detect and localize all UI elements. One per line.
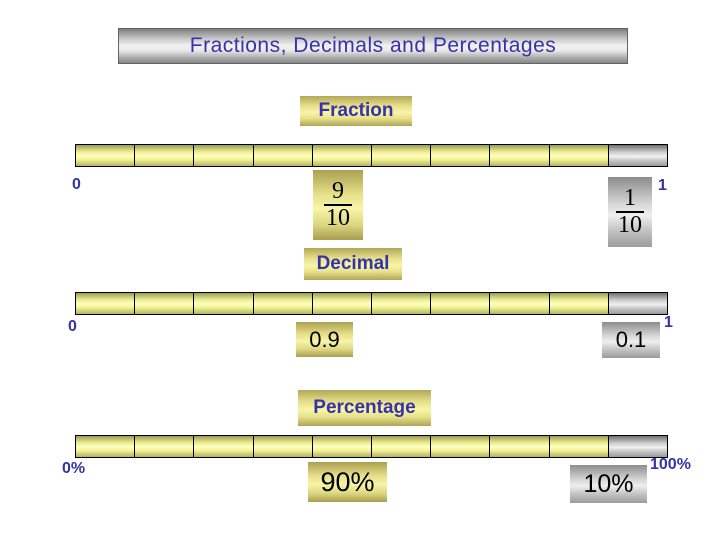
bar-segment (134, 293, 194, 314)
fraction-numerator: 9 (332, 177, 344, 204)
percentage-bar (75, 435, 668, 458)
bar-segment (134, 145, 194, 166)
bar-segment (430, 145, 490, 166)
decimal-one-label: 1 (664, 314, 673, 331)
fraction-heading-text: Fraction (318, 100, 394, 121)
percentage-value-box: 90% (308, 462, 387, 502)
bar-segment (76, 293, 135, 314)
bar-segment (489, 436, 549, 457)
bar-segment (548, 293, 608, 314)
fraction-remainder-box: 1 10 (608, 177, 652, 247)
bar-segment (548, 436, 608, 457)
bar-segment (371, 145, 431, 166)
decimal-zero-label: 0 (68, 318, 77, 335)
bar-segment (489, 145, 549, 166)
bar-segment (76, 436, 135, 457)
bar-segment (548, 145, 608, 166)
bar-segment (371, 436, 431, 457)
bar-segment (371, 293, 431, 314)
bar-segment (430, 436, 490, 457)
percentage-hundred-label: 100% (650, 456, 691, 473)
percentage-heading: Percentage (298, 390, 431, 426)
decimal-heading: Decimal (304, 248, 402, 280)
decimal-heading-text: Decimal (316, 253, 390, 274)
bar-segment (252, 145, 312, 166)
bar-segment (311, 293, 372, 314)
fraction-bar (75, 144, 668, 167)
bar-segment (193, 293, 253, 314)
bar-segment (489, 293, 549, 314)
title-banner: Fractions, Decimals and Percentages (118, 28, 628, 64)
decimal-remainder-text: 0.1 (615, 327, 647, 352)
bar-segment (76, 145, 135, 166)
percentage-value-text: 90% (320, 466, 375, 497)
fraction-remainder-numerator: 1 (624, 184, 636, 211)
fraction-zero-label: 0 (72, 176, 81, 193)
bar-segment (311, 145, 372, 166)
bar-segment (430, 293, 490, 314)
bar-segment (607, 293, 668, 314)
percentage-remainder-box: 10% (570, 465, 647, 503)
bar-segment (193, 436, 253, 457)
bar-segment (252, 436, 312, 457)
decimal-remainder-box: 0.1 (602, 322, 660, 358)
fraction-remainder-denominator: 10 (616, 211, 644, 238)
decimal-value-text: 0.9 (309, 326, 340, 352)
title-text: Fractions, Decimals and Percentages (189, 34, 557, 57)
fraction-value-box: 9 10 (313, 170, 363, 240)
decimal-value-box: 0.9 (296, 322, 353, 357)
bar-segment (193, 145, 253, 166)
fraction-denominator: 10 (324, 204, 352, 231)
bar-segment (252, 293, 312, 314)
percentage-zero-label: 0% (62, 460, 86, 477)
bar-segment (311, 436, 372, 457)
bar-segment (607, 436, 668, 457)
decimal-bar (75, 292, 668, 315)
bar-segment (607, 145, 668, 166)
bar-segment (134, 436, 194, 457)
fraction-one-label: 1 (658, 177, 667, 194)
percentage-heading-text: Percentage (313, 397, 416, 418)
percentage-remainder-text: 10% (583, 469, 634, 498)
fraction-heading: Fraction (300, 96, 412, 126)
